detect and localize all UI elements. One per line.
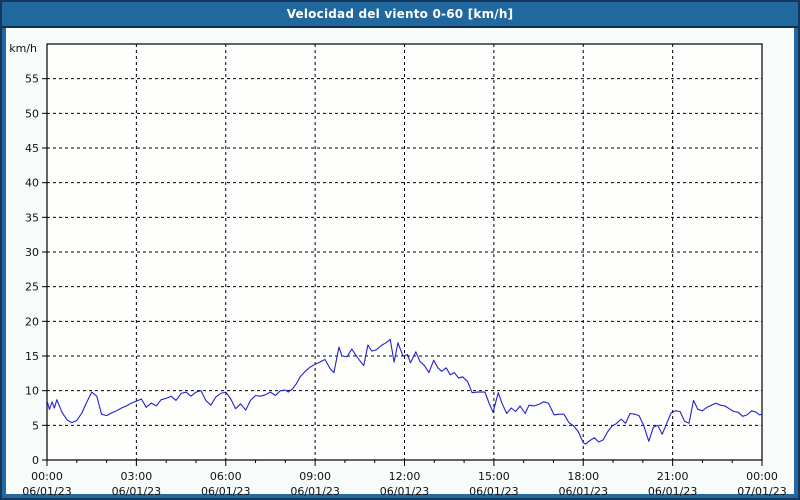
y-tick-label: 55 — [25, 73, 39, 86]
chart-title: Velocidad del viento 0-60 [km/h] — [286, 7, 514, 21]
x-date-label: 06/01/23 — [22, 485, 71, 498]
y-tick-label: 45 — [25, 142, 39, 155]
x-date-label: 06/01/23 — [201, 485, 250, 498]
y-tick-label: 0 — [32, 454, 39, 467]
y-tick-label: 10 — [25, 385, 39, 398]
x-time-label: 21:00 — [657, 470, 689, 483]
x-time-label: 15:00 — [478, 470, 510, 483]
x-time-label: 00:00 — [746, 470, 778, 483]
y-tick-label: 20 — [25, 315, 39, 328]
x-time-label: 00:00 — [31, 470, 63, 483]
y-axis-unit-label: km/h — [9, 42, 37, 55]
y-tick-label: 30 — [25, 246, 39, 259]
x-date-label: 06/01/23 — [380, 485, 429, 498]
x-time-label: 12:00 — [389, 470, 421, 483]
x-time-label: 03:00 — [121, 470, 153, 483]
x-date-label: 06/01/23 — [290, 485, 339, 498]
x-date-label: 07/01/23 — [737, 485, 786, 498]
x-time-label: 09:00 — [299, 470, 331, 483]
y-tick-label: 25 — [25, 281, 39, 294]
x-time-label: 06:00 — [210, 470, 242, 483]
wind-speed-line — [46, 338, 763, 445]
y-tick-label: 40 — [25, 177, 39, 190]
x-date-label: 06/01/23 — [648, 485, 697, 498]
y-tick-label: 50 — [25, 107, 39, 120]
y-tick-label: 5 — [32, 419, 39, 432]
chart-titlebar: Velocidad del viento 0-60 [km/h] — [2, 2, 798, 28]
y-tick-label: 35 — [25, 211, 39, 224]
x-time-label: 18:00 — [567, 470, 599, 483]
x-date-label: 06/01/23 — [112, 485, 161, 498]
x-date-label: 06/01/23 — [469, 485, 518, 498]
y-tick-label: 15 — [25, 350, 39, 363]
x-date-label: 06/01/23 — [559, 485, 608, 498]
